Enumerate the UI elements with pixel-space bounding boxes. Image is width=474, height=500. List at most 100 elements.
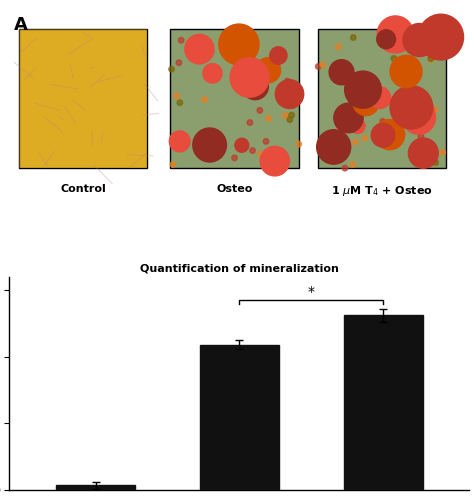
Circle shape: [418, 134, 424, 139]
FancyBboxPatch shape: [18, 28, 147, 168]
Text: A: A: [14, 16, 28, 34]
Circle shape: [232, 155, 237, 160]
Circle shape: [378, 89, 383, 94]
Circle shape: [428, 114, 433, 120]
Circle shape: [284, 78, 290, 84]
Circle shape: [390, 56, 422, 88]
Circle shape: [402, 100, 436, 134]
Circle shape: [348, 112, 354, 117]
Circle shape: [170, 162, 176, 168]
Circle shape: [242, 73, 268, 100]
FancyBboxPatch shape: [170, 28, 299, 168]
Circle shape: [337, 124, 342, 130]
Circle shape: [290, 102, 295, 108]
Circle shape: [418, 88, 423, 94]
Circle shape: [391, 56, 397, 61]
Circle shape: [336, 44, 341, 50]
Circle shape: [223, 30, 228, 36]
Circle shape: [428, 57, 434, 62]
Circle shape: [380, 118, 385, 124]
Circle shape: [350, 34, 356, 40]
Circle shape: [203, 64, 222, 83]
Circle shape: [266, 116, 272, 121]
Circle shape: [176, 60, 182, 66]
Circle shape: [283, 112, 288, 118]
Circle shape: [369, 82, 374, 87]
Circle shape: [320, 62, 326, 68]
Circle shape: [193, 128, 227, 162]
Circle shape: [334, 103, 363, 132]
Text: 1 $\mu$M T$_4$ + Osteo: 1 $\mu$M T$_4$ + Osteo: [331, 184, 433, 198]
Circle shape: [185, 34, 214, 64]
Circle shape: [350, 162, 356, 168]
Circle shape: [257, 108, 263, 113]
Circle shape: [419, 14, 464, 60]
Circle shape: [270, 47, 287, 64]
Circle shape: [418, 128, 423, 134]
Circle shape: [390, 86, 433, 129]
Text: Control: Control: [60, 184, 106, 194]
Circle shape: [169, 131, 190, 152]
Circle shape: [246, 32, 252, 38]
Circle shape: [421, 108, 427, 114]
Circle shape: [369, 87, 391, 108]
Circle shape: [362, 136, 368, 141]
Circle shape: [275, 80, 304, 108]
Circle shape: [284, 86, 290, 91]
Circle shape: [169, 66, 174, 72]
Circle shape: [178, 38, 184, 43]
Circle shape: [329, 60, 354, 85]
Circle shape: [282, 90, 287, 96]
Circle shape: [255, 58, 281, 83]
Circle shape: [263, 138, 269, 144]
Circle shape: [410, 74, 416, 80]
Circle shape: [219, 24, 259, 65]
Circle shape: [258, 151, 263, 156]
Circle shape: [353, 90, 379, 116]
Circle shape: [365, 96, 370, 102]
Circle shape: [202, 97, 207, 102]
FancyBboxPatch shape: [318, 28, 447, 168]
Circle shape: [289, 112, 294, 118]
Circle shape: [409, 138, 438, 168]
Circle shape: [235, 138, 249, 152]
FancyBboxPatch shape: [18, 28, 147, 168]
Circle shape: [350, 118, 365, 134]
Circle shape: [316, 64, 321, 70]
Circle shape: [174, 93, 180, 98]
Bar: [344, 316, 422, 490]
Circle shape: [403, 24, 436, 56]
Circle shape: [342, 166, 348, 171]
Circle shape: [433, 160, 438, 166]
Circle shape: [230, 58, 269, 97]
Circle shape: [377, 30, 395, 49]
Circle shape: [371, 124, 395, 147]
Circle shape: [353, 139, 358, 145]
Circle shape: [234, 34, 239, 39]
Circle shape: [377, 16, 414, 53]
Circle shape: [345, 71, 381, 108]
Circle shape: [204, 55, 209, 61]
Circle shape: [177, 100, 182, 105]
Circle shape: [205, 147, 210, 153]
Circle shape: [395, 140, 401, 146]
Circle shape: [413, 35, 419, 41]
Circle shape: [413, 100, 434, 121]
Circle shape: [372, 95, 377, 100]
Circle shape: [250, 148, 255, 154]
Title: Quantification of mineralization: Quantification of mineralization: [140, 264, 339, 274]
Circle shape: [375, 120, 405, 150]
Circle shape: [266, 159, 272, 164]
Bar: [56, 486, 135, 490]
Bar: [200, 345, 279, 490]
Circle shape: [296, 142, 301, 147]
Circle shape: [248, 60, 254, 66]
Circle shape: [432, 107, 438, 112]
Text: *: *: [308, 285, 315, 299]
Circle shape: [287, 117, 292, 122]
Text: Osteo: Osteo: [217, 184, 253, 194]
Circle shape: [440, 150, 446, 155]
Circle shape: [247, 120, 253, 126]
Circle shape: [260, 146, 290, 176]
Circle shape: [428, 56, 434, 62]
